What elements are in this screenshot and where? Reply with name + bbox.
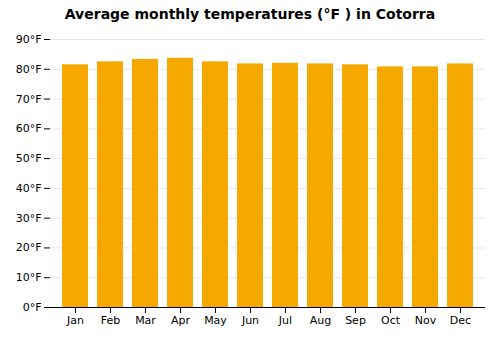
svg-text:Sep: Sep xyxy=(345,314,366,327)
svg-text:Jun: Jun xyxy=(241,314,259,327)
svg-text:90°F: 90°F xyxy=(16,33,42,46)
svg-text:May: May xyxy=(204,314,227,327)
html-text:Average monthly temperatures (: Average monthly temperatures (°F ) in Co… xyxy=(64,6,436,22)
svg-text:Apr: Apr xyxy=(171,314,191,327)
svg-text:30°F: 30°F xyxy=(16,212,42,225)
svg-text:Dec: Dec xyxy=(450,314,471,327)
svg-text:50°F: 50°F xyxy=(16,152,42,165)
svg-text:20°F: 20°F xyxy=(16,241,42,254)
svg-text:80°F: 80°F xyxy=(16,63,42,76)
svg-text:Jul: Jul xyxy=(278,314,292,327)
svg-text:Mar: Mar xyxy=(135,314,156,327)
svg-text:40°F: 40°F xyxy=(16,182,42,195)
svg-text:10°F: 10°F xyxy=(16,271,42,284)
svg-text:Oct: Oct xyxy=(381,314,401,327)
svg-text:70°F: 70°F xyxy=(16,93,42,106)
svg-text:Jan: Jan xyxy=(66,314,84,327)
svg-text:Nov: Nov xyxy=(415,314,437,327)
svg-text:0°F: 0°F xyxy=(23,301,42,314)
svg-text:Aug: Aug xyxy=(310,314,331,327)
svg-text:Feb: Feb xyxy=(101,314,120,327)
svg-text:60°F: 60°F xyxy=(16,122,42,135)
